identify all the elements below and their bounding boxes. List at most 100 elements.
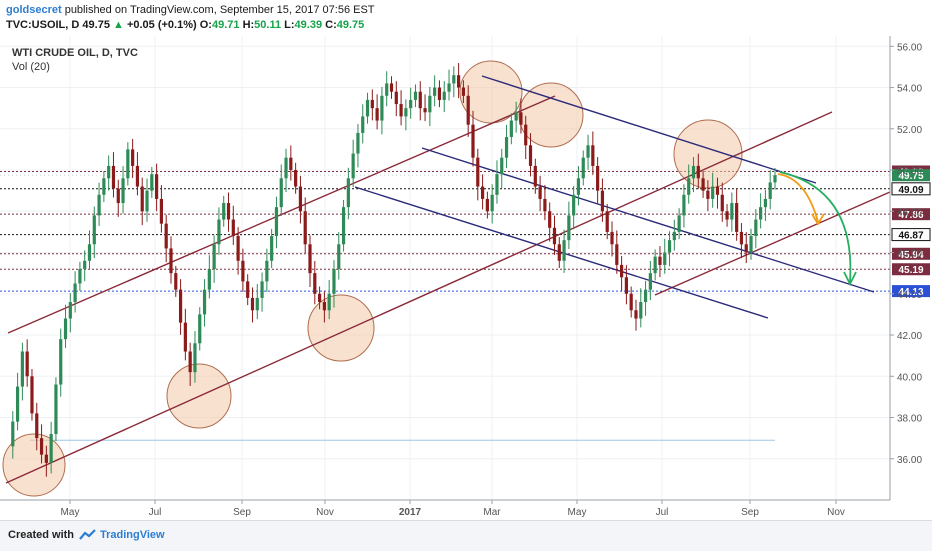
- y-tick-label: 42.00: [897, 331, 922, 342]
- candle-body: [207, 269, 211, 290]
- candle-body: [735, 203, 739, 232]
- level-label: 49.75: [898, 171, 923, 182]
- candle-body: [356, 132, 360, 154]
- candle-body: [375, 108, 379, 121]
- x-axis: May Jul Sep Nov 2017 Mar May Jul Sep Nov: [0, 499, 890, 518]
- close-value: 49.75: [336, 19, 365, 31]
- candle-body: [634, 310, 638, 319]
- candle-body: [653, 256, 657, 274]
- swing-point-circle[interactable]: [307, 294, 375, 362]
- candle-body: [380, 95, 384, 121]
- candle-body: [495, 174, 499, 195]
- candle-body: [658, 256, 662, 265]
- candle-body: [581, 157, 585, 179]
- candle-body: [663, 252, 667, 265]
- grid: [0, 36, 890, 500]
- candle-body: [365, 99, 370, 117]
- level-label-box: [892, 208, 930, 221]
- candle-body: [605, 211, 609, 232]
- candle-body: [562, 240, 566, 261]
- candle-body: [212, 244, 216, 270]
- candle-body: [140, 186, 144, 212]
- trend-channel-line[interactable]: [354, 186, 769, 319]
- candle-body: [739, 231, 744, 245]
- footer: Created with TradingView: [0, 520, 932, 551]
- projection-arrow-green[interactable]: [779, 171, 852, 283]
- candle-body: [202, 289, 207, 315]
- price-chart[interactable]: 49.9349.7549.0947.8646.8745.9445.1944.13…: [0, 0, 932, 520]
- candle-body: [576, 178, 581, 195]
- candle-body: [178, 289, 183, 323]
- symbol-label: TVC:USOIL, D: [6, 19, 80, 31]
- candle-body: [538, 186, 542, 199]
- candle-body: [30, 376, 34, 414]
- y-tick-label: 40.00: [897, 372, 922, 383]
- low-value: 49.39: [294, 19, 323, 31]
- candle-body: [59, 339, 63, 385]
- candle-body: [461, 87, 466, 96]
- candle-body: [250, 297, 255, 311]
- projection-arrow-orange[interactable]: [777, 173, 819, 223]
- candle-body: [63, 318, 68, 340]
- candle-body: [246, 281, 250, 298]
- x-tick-label: Jul: [656, 507, 669, 518]
- candle-body: [260, 281, 264, 298]
- created-with-label: Created with: [8, 529, 75, 541]
- candle-body: [389, 83, 394, 92]
- candle-body: [552, 227, 557, 245]
- trend-channel-line[interactable]: [481, 75, 817, 184]
- y-tick-label: 46.00: [897, 249, 922, 260]
- last-price: 49.75: [82, 19, 110, 31]
- candle-body: [548, 211, 552, 228]
- candle-body: [164, 223, 168, 249]
- tradingview-logo-icon: [79, 529, 96, 540]
- candles: [11, 63, 777, 477]
- y-tick-label: 36.00: [897, 455, 922, 466]
- candle-body: [543, 198, 547, 212]
- candle-body: [198, 314, 202, 344]
- publish-header: goldsecret published on TradingView.com,…: [6, 3, 375, 17]
- candle-body: [226, 203, 231, 220]
- candle-body: [504, 137, 509, 158]
- x-tick-label: Jul: [149, 507, 162, 518]
- candle-body: [667, 240, 672, 253]
- candle-body: [643, 289, 648, 303]
- candle-body: [394, 91, 398, 105]
- candle-body: [111, 165, 116, 189]
- candle-body: [706, 190, 710, 199]
- tradingview-brand-link[interactable]: TradingView: [100, 529, 165, 541]
- author-link[interactable]: goldsecret: [6, 4, 62, 16]
- candle-body: [600, 190, 605, 212]
- candle-body: [155, 174, 159, 199]
- candle-body: [361, 116, 365, 133]
- candle-body: [183, 322, 187, 352]
- candle-body: [159, 198, 163, 224]
- candle-body: [332, 269, 336, 294]
- candle-body: [591, 145, 595, 166]
- candle-body: [596, 165, 600, 191]
- candle-body: [11, 421, 15, 447]
- candle-body: [241, 260, 245, 282]
- candle-body: [768, 182, 772, 199]
- candle-body: [308, 244, 312, 274]
- trend-channel-line[interactable]: [654, 191, 891, 296]
- candle-body: [447, 83, 451, 92]
- candle-body: [418, 91, 422, 109]
- x-tick-label: May: [568, 507, 587, 518]
- candle-body: [639, 302, 643, 319]
- y-tick-label: 52.00: [897, 125, 922, 136]
- candle-body: [457, 75, 461, 88]
- level-label-box: [891, 182, 931, 196]
- candle-body: [279, 178, 283, 208]
- open-value: 49.71: [211, 19, 240, 31]
- quote-line: TVC:USOIL, D 49.75 ▲ +0.05 (+0.1%) O:49.…: [6, 18, 364, 32]
- swing-point-circle[interactable]: [2, 433, 66, 497]
- candle-body: [749, 236, 753, 253]
- candle-body: [284, 157, 288, 179]
- candle-body: [500, 157, 504, 175]
- candle-body: [20, 351, 24, 387]
- y-tick-label: 50.00: [897, 166, 922, 177]
- swing-point-circle[interactable]: [518, 82, 584, 148]
- candle-body: [696, 165, 700, 179]
- open-label: O:: [199, 19, 212, 31]
